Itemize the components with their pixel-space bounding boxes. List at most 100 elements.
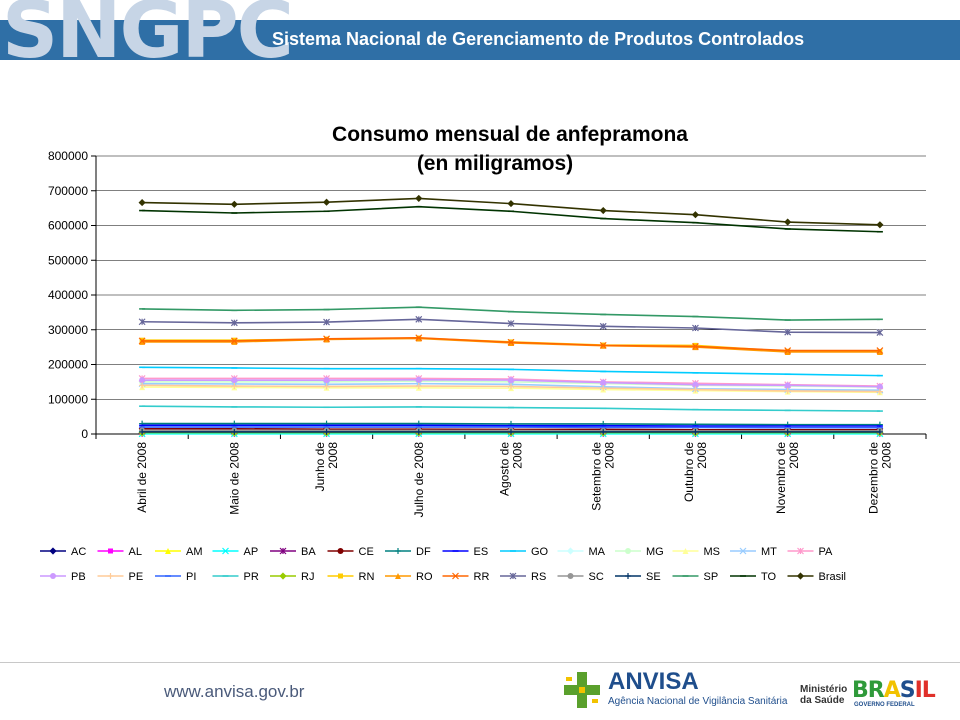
x-tick-label-line: 2008 <box>511 442 525 469</box>
data-point <box>876 348 883 355</box>
legend-marker <box>395 573 401 579</box>
legend-marker <box>625 548 631 554</box>
legend-item-brasil: Brasil <box>787 571 846 583</box>
legend-item-mg: MG <box>615 546 664 558</box>
x-tick-label: Dezembro de 2008 <box>866 442 893 514</box>
legend-marker <box>338 573 343 579</box>
legend-label: PE <box>129 571 144 583</box>
legend-label: ES <box>474 546 489 558</box>
legend-item-df: DF <box>385 546 431 558</box>
legend-label: DF <box>416 546 431 558</box>
data-point <box>138 318 146 326</box>
data-point <box>876 347 884 355</box>
x-tick-label-line: Julho de 2008 <box>412 442 426 518</box>
legend-label: RS <box>531 571 546 583</box>
data-point <box>323 383 330 390</box>
data-point <box>415 383 422 390</box>
series-pi <box>139 426 883 429</box>
legend-label: CE <box>359 546 374 558</box>
data-point <box>876 428 883 435</box>
x-tick-label-line: 2008 <box>603 442 617 469</box>
legend-item-ap: AP <box>212 546 258 558</box>
legend-label: SP <box>704 571 719 583</box>
legend-item-pa: PA <box>787 546 834 558</box>
data-point <box>784 347 792 355</box>
ministerio-line1: Ministério <box>800 684 848 695</box>
legend-item-am: AM <box>155 546 203 558</box>
data-point <box>323 377 330 384</box>
data-point <box>508 377 514 384</box>
header: SNGPC Sistema Nacional de Gerenciamento … <box>0 0 960 76</box>
legend-item-pi: PI <box>155 571 196 583</box>
x-tick-label: Setembro de 2008 <box>590 442 617 511</box>
x-tick-label-line: Dezembro de <box>866 442 880 514</box>
footer-url-link[interactable]: www.anvisa.gov.br <box>164 682 305 701</box>
x-tick-labels: Abril de 2008 Maio de 2008 Junho de 2008 Jul… <box>135 442 893 518</box>
data-point <box>415 428 422 435</box>
series-rr <box>138 334 884 355</box>
legend-marker <box>108 548 113 554</box>
legend-item-to: TO <box>730 571 777 583</box>
legend-label: RR <box>474 571 490 583</box>
data-point <box>415 315 423 323</box>
chart-title-line2: (en miligramos) <box>417 152 573 175</box>
data-point <box>784 428 791 435</box>
legend-item-ro: RO <box>385 571 433 583</box>
x-tick-label-line: Outubro de <box>682 442 696 502</box>
data-point <box>230 337 238 345</box>
data-point <box>507 200 515 208</box>
data-point <box>415 194 423 202</box>
x-tick-label-line: Novembro de <box>774 442 788 514</box>
legend-item-ms: MS <box>672 546 720 558</box>
series-sp <box>139 306 883 321</box>
legend-marker <box>165 548 171 554</box>
legend-label: PA <box>819 546 834 558</box>
legend-marker <box>337 548 344 554</box>
data-point <box>507 320 515 327</box>
legend-label: GO <box>531 546 549 558</box>
ministerio-line2: da Saúde <box>800 695 845 706</box>
x-tick-label-line: Maio de 2008 <box>227 442 241 515</box>
legend-item-pr: PR <box>212 571 259 583</box>
legend-label: RJ <box>301 571 314 583</box>
data-point <box>323 335 330 343</box>
data-point <box>138 198 146 207</box>
legend-marker <box>797 547 804 555</box>
data-point <box>230 319 238 327</box>
data-point <box>876 221 884 229</box>
series-se <box>139 428 883 435</box>
legend-label: AC <box>71 546 86 558</box>
series-line <box>142 306 880 321</box>
data-point <box>692 428 699 435</box>
legend-marker <box>279 572 287 580</box>
legend-label: MG <box>646 546 664 558</box>
legend-item-ac: AC <box>40 546 86 558</box>
series-pe <box>139 382 883 395</box>
data-point <box>599 206 607 215</box>
data-point <box>691 211 700 219</box>
x-tick-label-line: 2008 <box>326 442 340 469</box>
legend-label: PB <box>71 571 86 583</box>
data-point <box>231 428 238 435</box>
legend-marker <box>682 548 689 554</box>
anvisa-name: ANVISA <box>608 668 699 695</box>
x-tick-label-line: Setembro de <box>590 442 604 511</box>
legend-marker <box>222 547 229 555</box>
data-point <box>415 376 422 383</box>
data-point <box>230 200 238 208</box>
brand-logo: SNGPC <box>2 0 294 76</box>
data-point <box>784 348 791 355</box>
x-tick-label: Junho de 2008 <box>313 442 340 492</box>
legend-label: AL <box>129 546 142 558</box>
data-point <box>231 338 238 345</box>
data-point <box>139 382 146 389</box>
x-tick-label: Agosto de 2008 <box>498 442 525 496</box>
y-tick-label: 800000 <box>48 149 88 163</box>
legend-marker <box>107 573 114 579</box>
data-point <box>600 428 607 435</box>
legend-marker <box>739 547 747 555</box>
data-point <box>599 341 607 349</box>
data-point <box>139 428 146 435</box>
legend-marker <box>625 573 631 579</box>
x-tick-label-line: Junho de <box>313 442 327 492</box>
